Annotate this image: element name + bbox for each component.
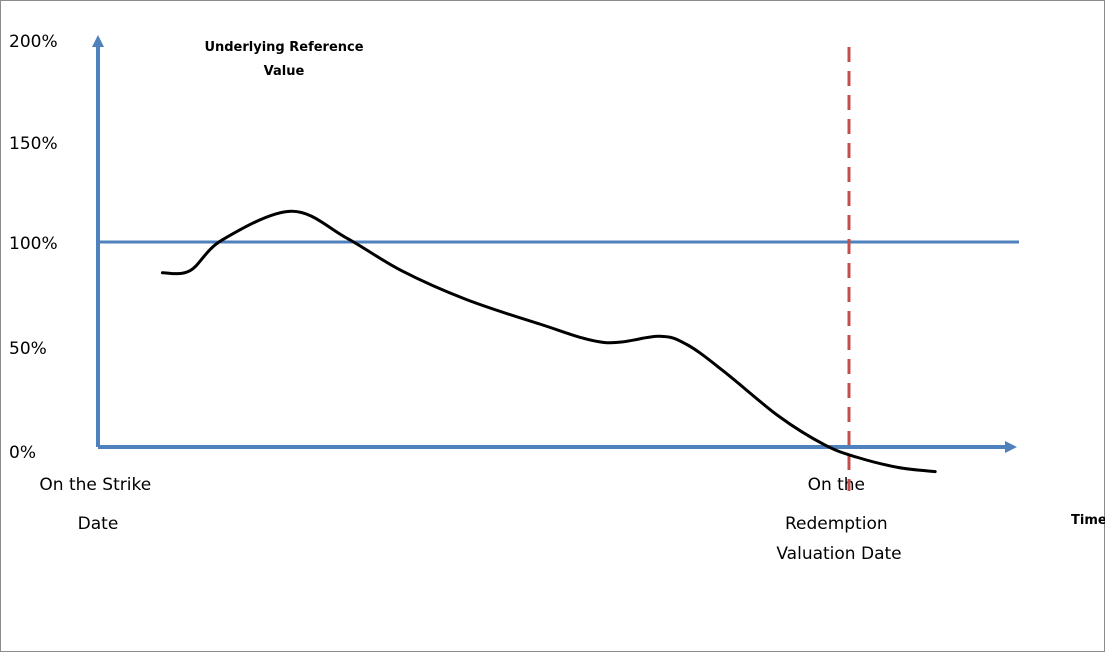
x-category-label-redemption-valuation-date: On the Redemption Valuation Date xyxy=(776,475,901,564)
y-tick-label: 0% xyxy=(9,443,36,463)
y-axis-title-line-1: Underlying Reference xyxy=(204,40,363,55)
y-tick-label: 150% xyxy=(9,134,58,154)
y-tick-label: 100% xyxy=(9,234,58,254)
x-category-label-strike-date: On the Strike Date xyxy=(39,475,156,534)
series-line-underlying-value xyxy=(160,209,937,474)
x-axis-title: Time xyxy=(1071,513,1105,528)
y-tick-label: 200% xyxy=(9,32,58,52)
y-tick-label: 50% xyxy=(9,339,47,359)
y-axis-title-line-2: Value xyxy=(264,64,305,79)
